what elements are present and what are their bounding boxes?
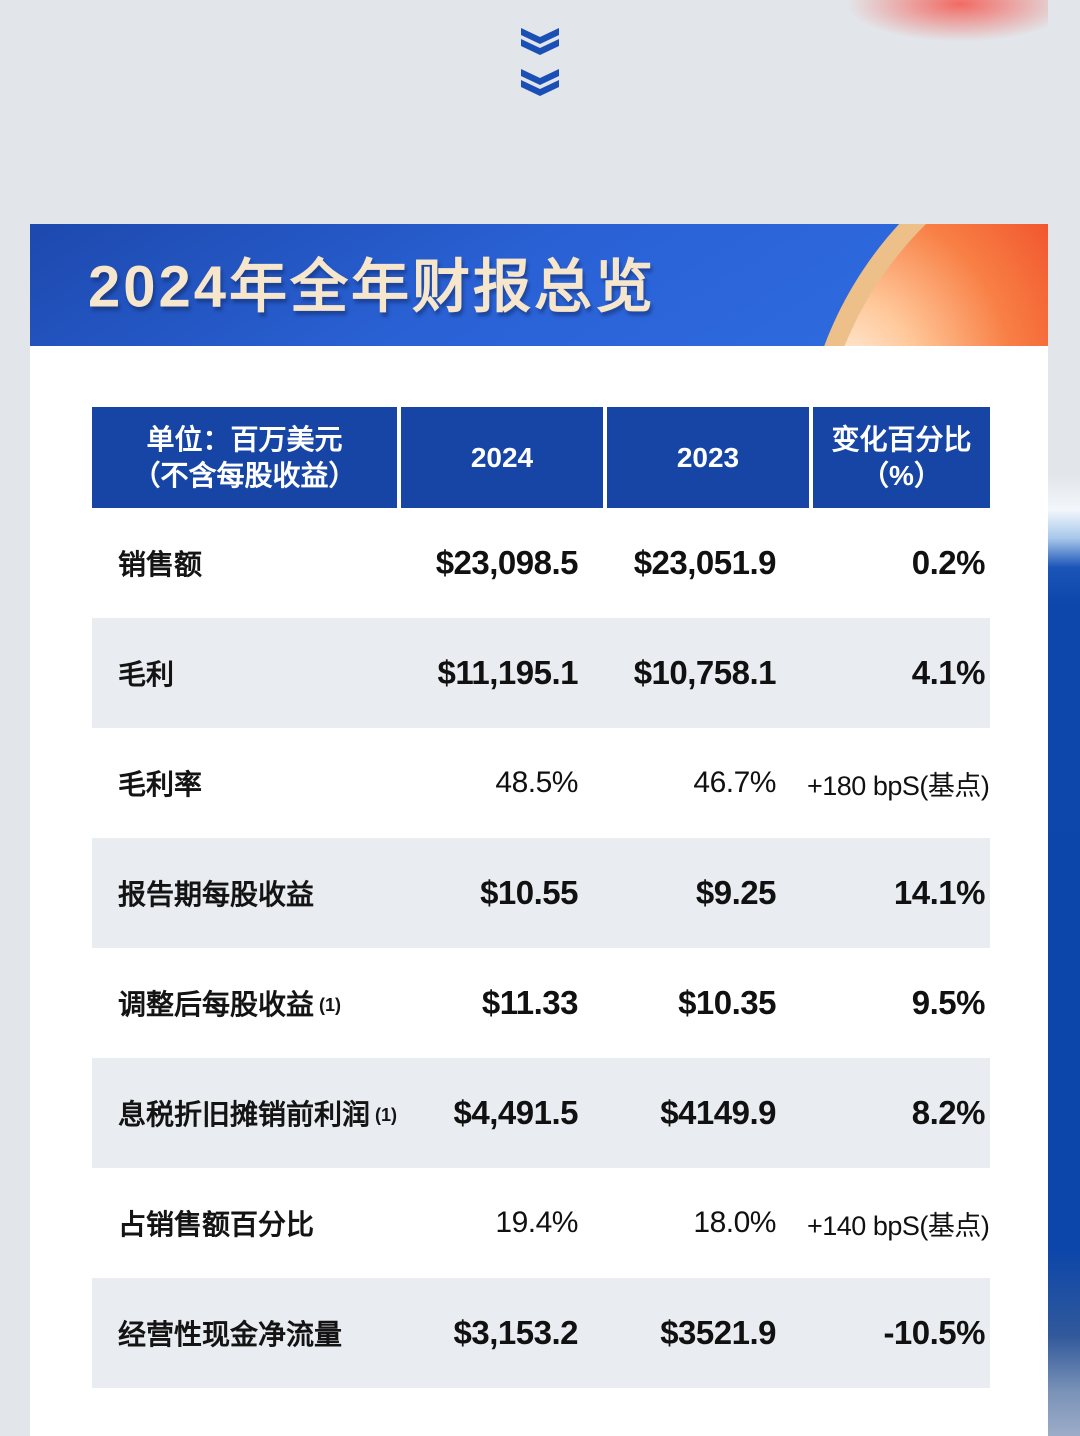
- metric-label: 占销售额百分比: [92, 1203, 399, 1243]
- value-2024-text: 48.5%: [495, 766, 578, 799]
- value-2024-text: 19.4%: [495, 1206, 578, 1239]
- double-chevron-down-icon: [521, 69, 559, 96]
- table-row: 经营性现金净流量 $3,153.2 $3521.9 -10.5%: [92, 1278, 990, 1388]
- footnote-marker: (1): [319, 995, 342, 1015]
- value-2023: $3521.9: [603, 1314, 807, 1352]
- metric-label: 报告期每股收益: [92, 873, 399, 913]
- value-change-text: 14.1%: [893, 874, 986, 911]
- metric-label: 调整后每股收益 (1): [92, 983, 399, 1023]
- value-2023-text: 18.0%: [693, 1206, 776, 1239]
- table-header: 单位：百万美元 （不含每股收益） 2024 2023 变化百分比 （%）: [92, 407, 990, 508]
- value-change-text: +140 bpS(基点): [807, 1210, 990, 1241]
- metric-label: 毛利: [92, 653, 399, 693]
- metric-label: 毛利率: [92, 763, 399, 803]
- value-2023-text: $3521.9: [660, 1314, 776, 1351]
- value-2024: $11.33: [399, 984, 603, 1022]
- value-2023: $10,758.1: [603, 654, 807, 692]
- value-2024-text: $10.55: [480, 874, 578, 911]
- table-row: 销售额 $23,098.5 $23,051.9 0.2%: [92, 508, 990, 618]
- scroll-hint: [521, 28, 559, 96]
- value-2024-text: $11,195.1: [437, 654, 579, 691]
- value-2024: $3,153.2: [399, 1314, 603, 1352]
- value-change-text: -10.5%: [883, 1314, 985, 1351]
- title-banner: 2024年全年财报总览: [30, 224, 1048, 346]
- header-unit-line2: （不含每股收益）: [132, 459, 357, 491]
- top-right-red-glow: [810, 0, 1080, 54]
- metric-label-text: 毛利: [118, 659, 175, 690]
- value-2024-text: $23,098.5: [435, 544, 579, 581]
- value-2023: $9.25: [603, 874, 807, 912]
- metric-label: 销售额: [92, 543, 399, 583]
- value-2023-text: $9.25: [695, 874, 777, 911]
- header-change-line2: （%）: [861, 459, 942, 491]
- header-change: 变化百分比 （%）: [813, 407, 990, 508]
- value-change: +180 bpS(基点): [807, 764, 990, 803]
- table-body: 销售额 $23,098.5 $23,051.9 0.2% 毛利 $11,195.1 $10,…: [92, 508, 990, 1388]
- metric-label-text: 经营性现金净流量: [118, 1319, 343, 1350]
- decorative-circle: [844, 224, 1048, 346]
- metric-label-text: 占销售额百分比: [118, 1209, 315, 1240]
- header-change-line1: 变化百分比: [831, 423, 972, 455]
- table-row: 毛利率 48.5% 46.7% +180 bpS(基点): [92, 728, 990, 838]
- table-row: 占销售额百分比 19.4% 18.0% +140 bpS(基点): [92, 1168, 990, 1278]
- financial-table: 单位：百万美元 （不含每股收益） 2024 2023 变化百分比 （%） 销售额…: [92, 407, 990, 1388]
- header-unit: 单位：百万美元 （不含每股收益）: [92, 407, 397, 508]
- value-change: 8.2%: [807, 1094, 990, 1132]
- metric-label-text: 毛利率: [118, 769, 203, 800]
- value-2023: $10.35: [603, 984, 807, 1022]
- value-change: 0.2%: [807, 544, 990, 582]
- table-row: 报告期每股收益 $10.55 $9.25 14.1%: [92, 838, 990, 948]
- value-change: 14.1%: [807, 874, 990, 912]
- metric-label: 经营性现金净流量: [92, 1313, 399, 1353]
- footnote-marker: (1): [375, 1105, 398, 1125]
- value-2023-text: 46.7%: [693, 766, 776, 799]
- metric-label-text: 销售额: [118, 549, 203, 580]
- value-2023-text: $23,051.9: [633, 544, 777, 581]
- metric-label-text: 调整后每股收益: [118, 989, 315, 1020]
- value-change-text: 9.5%: [911, 984, 986, 1021]
- table-row: 息税折旧摊销前利润 (1) $4,491.5 $4149.9 8.2%: [92, 1058, 990, 1168]
- value-change-text: 0.2%: [911, 544, 986, 581]
- double-chevron-down-icon: [521, 28, 559, 55]
- value-2023-text: $10,758.1: [633, 654, 777, 691]
- metric-label-text: 报告期每股收益: [118, 879, 315, 910]
- value-change-text: 8.2%: [911, 1094, 986, 1131]
- value-2023: 46.7%: [603, 766, 807, 800]
- table-row: 调整后每股收益 (1) $11.33 $10.35 9.5%: [92, 948, 990, 1058]
- value-2024: $10.55: [399, 874, 603, 912]
- value-2024: 48.5%: [399, 766, 603, 800]
- metric-label: 息税折旧摊销前利润 (1): [92, 1093, 399, 1133]
- value-2024: $11,195.1: [399, 654, 603, 692]
- report-card: 2024年全年财报总览 单位：百万美元 （不含每股收益） 2024 2023 变…: [30, 224, 1048, 1436]
- value-change: +140 bpS(基点): [807, 1204, 990, 1243]
- value-change: 4.1%: [807, 654, 990, 692]
- banner-background: [30, 224, 1048, 346]
- page-title: 2024年全年财报总览: [88, 254, 657, 320]
- value-2024: $23,098.5: [399, 544, 603, 582]
- right-edge-gradient: [1048, 0, 1080, 1436]
- value-change-text: +180 bpS(基点): [807, 770, 990, 801]
- value-2023-text: $4149.9: [660, 1094, 776, 1131]
- value-change: -10.5%: [807, 1314, 990, 1352]
- table-row: 毛利 $11,195.1 $10,758.1 4.1%: [92, 618, 990, 728]
- header-2024: 2024: [401, 407, 603, 508]
- header-2023: 2023: [607, 407, 809, 508]
- value-2023-text: $10.35: [678, 984, 776, 1021]
- value-2023: $23,051.9: [603, 544, 807, 582]
- metric-label-text: 息税折旧摊销前利润: [118, 1099, 371, 1130]
- value-2024-text: $3,153.2: [453, 1314, 579, 1351]
- value-2024-text: $11.33: [481, 984, 579, 1021]
- value-2024-text: $4,491.5: [453, 1094, 579, 1131]
- value-2023: 18.0%: [603, 1206, 807, 1240]
- value-2023: $4149.9: [603, 1094, 807, 1132]
- value-change-text: 4.1%: [911, 654, 986, 691]
- value-2024: 19.4%: [399, 1206, 603, 1240]
- value-change: 9.5%: [807, 984, 990, 1022]
- value-2024: $4,491.5: [399, 1094, 603, 1132]
- header-unit-line1: 单位：百万美元: [146, 423, 343, 455]
